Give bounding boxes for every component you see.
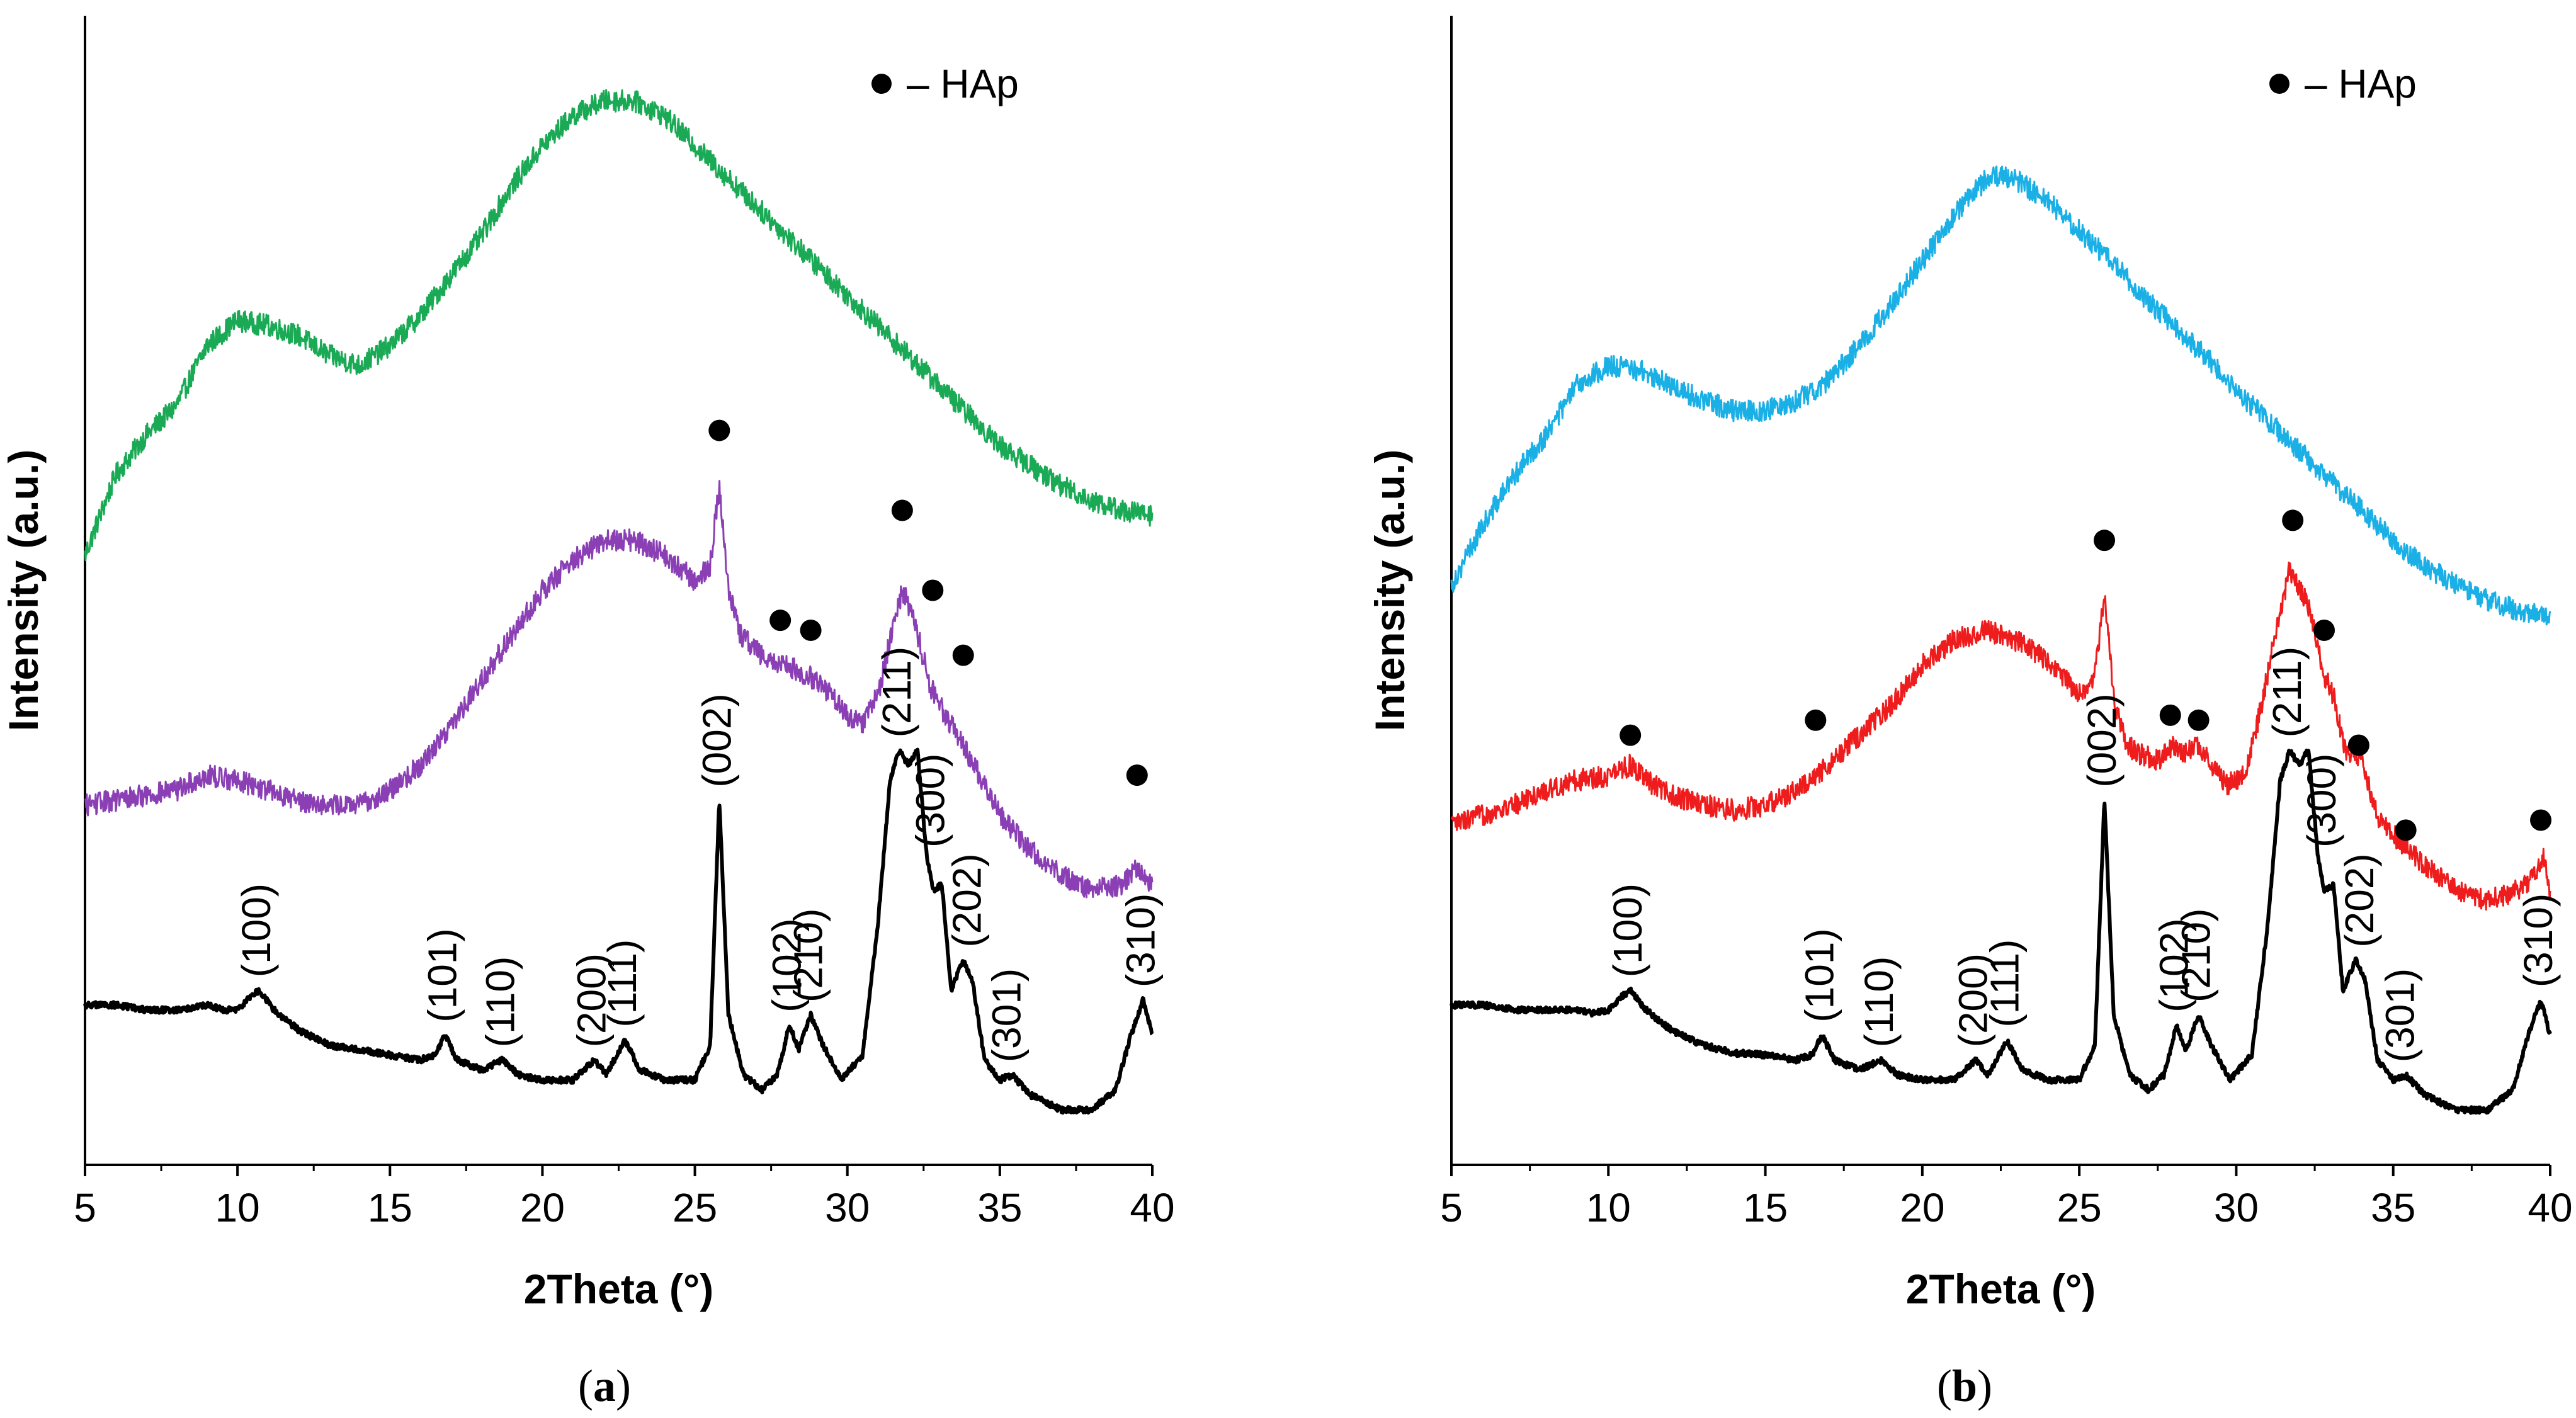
x-tick-label: 15 <box>1743 1185 1788 1230</box>
hap-marker <box>922 579 944 601</box>
hkl-label: (202) <box>944 853 989 947</box>
hkl-label: (002) <box>694 693 739 787</box>
hkl-label: (210) <box>786 909 831 1002</box>
hkl-label: (210) <box>2174 909 2219 1002</box>
hkl-label: (200) <box>569 953 615 1047</box>
hap-marker <box>2347 734 2369 756</box>
series-black <box>83 747 1154 1115</box>
hap-marker <box>2530 809 2552 831</box>
hkl-label: (202) <box>2337 853 2382 947</box>
legend-label: – HAp <box>907 61 1019 106</box>
hkl-label: (100) <box>234 883 279 977</box>
x-tick-label: 20 <box>520 1185 565 1230</box>
x-tick-label: 30 <box>2214 1185 2259 1230</box>
panel-b: 5 10 15 20 25 30 35 40 2Theta (°) Intensity (a.u.… <box>1366 16 2573 1411</box>
x-tick-label: 25 <box>2057 1185 2102 1230</box>
hap-marker <box>2159 704 2181 726</box>
hap-marker <box>1126 764 1148 786</box>
hap-marker <box>2187 709 2210 731</box>
hkl-label: (301) <box>2378 968 2423 1062</box>
y-axis-title: Intensity (a.u.) <box>1366 450 1413 731</box>
x-tick-label: 20 <box>1900 1185 1944 1230</box>
hkl-label: (102) <box>2152 918 2197 1012</box>
series-green <box>84 89 1154 562</box>
panel-caption: (b) <box>1937 1361 1992 1411</box>
hkl-label: (310) <box>1118 893 1163 987</box>
x-tick-label: 40 <box>1130 1185 1174 1230</box>
hap-marker <box>800 619 822 641</box>
legend-marker <box>871 74 892 94</box>
hkl-label: (301) <box>984 968 1029 1062</box>
hap-marker <box>2313 619 2335 641</box>
hap-marker <box>769 610 792 632</box>
x-tick-label: 5 <box>1440 1185 1463 1230</box>
hap-marker <box>952 644 974 666</box>
x-tick-label: 10 <box>1586 1185 1631 1230</box>
x-axis-title: 2Theta (°) <box>524 1266 713 1312</box>
hkl-label: (211) <box>2264 647 2310 738</box>
hkl-label: (111) <box>1982 939 2027 1028</box>
hap-marker <box>891 499 913 521</box>
x-tick-label: 10 <box>215 1185 260 1230</box>
x-tick-label: 40 <box>2528 1185 2572 1230</box>
hap-marker <box>2395 819 2417 841</box>
hap-marker <box>1805 709 1827 731</box>
hkl-label: (102) <box>764 918 810 1012</box>
x-tick-label: 35 <box>977 1185 1022 1230</box>
hkl-label: (310) <box>2516 893 2561 987</box>
series-purple <box>84 480 1154 899</box>
hkl-label: (300) <box>2299 754 2344 848</box>
x-tick-label: 25 <box>672 1185 717 1230</box>
hap-marker <box>708 419 730 441</box>
hkl-label: (111) <box>599 939 645 1028</box>
hkl-label: (100) <box>1605 883 1650 977</box>
series-black <box>1450 748 2552 1115</box>
x-tick-label: 35 <box>2371 1185 2415 1230</box>
x-axis-title: 2Theta (°) <box>1906 1266 2096 1312</box>
hkl-label: (110) <box>1856 956 1902 1048</box>
panel-a: 5 10 15 20 25 30 35 40 2Theta (°) Intensity (a.u.… <box>0 16 1175 1411</box>
hkl-label: (002) <box>2079 693 2125 787</box>
hap-marker <box>2282 509 2304 531</box>
hkl-label: (211) <box>874 647 919 738</box>
hkl-label: (101) <box>1796 928 1842 1022</box>
hkl-label: (200) <box>1951 953 1996 1047</box>
series-blue <box>1450 165 2551 626</box>
hkl-label: (110) <box>477 956 523 1048</box>
hap-marker <box>1620 724 1642 746</box>
x-tick-label: 5 <box>74 1185 96 1230</box>
y-axis-title: Intensity (a.u.) <box>0 450 47 731</box>
hap-marker <box>2094 530 2116 552</box>
hkl-label: (101) <box>419 928 465 1022</box>
series-red <box>1450 561 2551 911</box>
legend-marker <box>2269 74 2289 94</box>
hkl-label: (300) <box>907 754 953 848</box>
x-tick-label: 30 <box>825 1185 870 1230</box>
x-tick-label: 15 <box>368 1185 412 1230</box>
legend-label: – HAp <box>2305 61 2417 106</box>
panel-caption: (a) <box>578 1361 631 1411</box>
